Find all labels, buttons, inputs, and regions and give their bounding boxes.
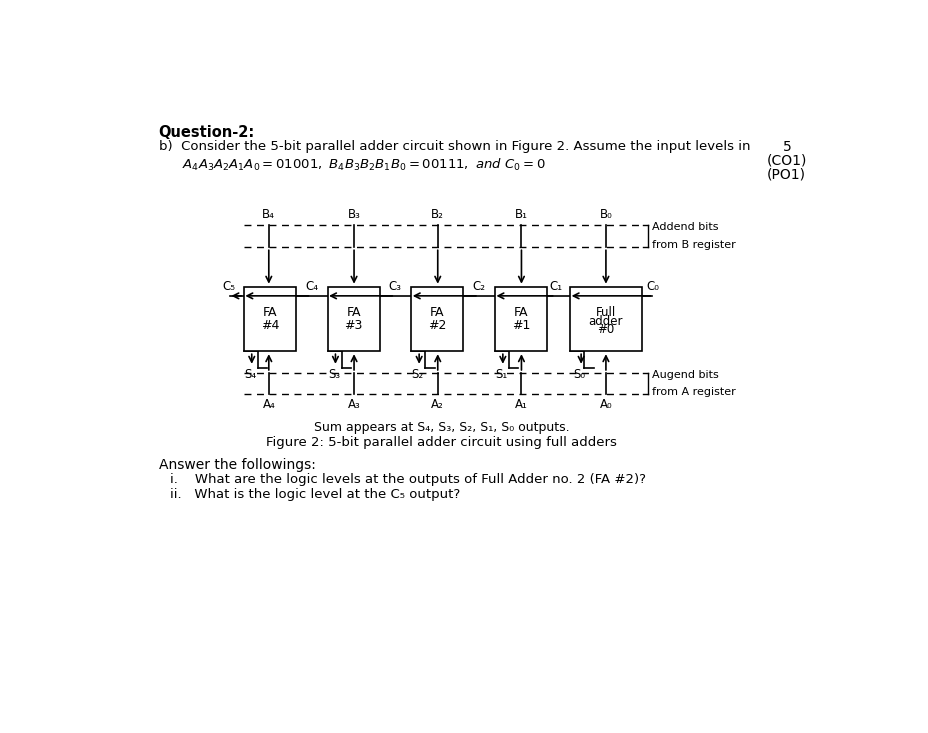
Text: #2: #2 (428, 319, 446, 331)
Text: S₃: S₃ (328, 368, 340, 381)
Bar (495, 287, 547, 351)
Text: C₂: C₂ (471, 280, 484, 292)
Text: #0: #0 (597, 323, 614, 336)
Bar (244, 287, 296, 351)
Text: Figure 2: 5-bit parallel adder circuit using full adders: Figure 2: 5-bit parallel adder circuit u… (266, 436, 616, 449)
Text: B₀: B₀ (599, 208, 612, 221)
Text: S₂: S₂ (411, 368, 423, 381)
Text: FA: FA (430, 306, 445, 320)
Text: C₄: C₄ (304, 280, 317, 292)
Text: from A register: from A register (651, 388, 735, 397)
Text: B₁: B₁ (514, 208, 527, 221)
Text: ii.   What is the logic level at the C₅ output?: ii. What is the logic level at the C₅ ou… (170, 488, 460, 501)
Text: B₂: B₂ (431, 208, 444, 221)
Text: FA: FA (263, 306, 277, 320)
Text: A₃: A₃ (347, 398, 360, 411)
Text: A₀: A₀ (599, 398, 612, 411)
Text: (PO1): (PO1) (767, 167, 806, 181)
Text: A₄: A₄ (262, 398, 275, 411)
Bar (411, 287, 463, 351)
Text: S₁: S₁ (495, 368, 507, 381)
Text: A₂: A₂ (431, 398, 444, 411)
Text: Addend bits: Addend bits (651, 222, 718, 232)
Text: i.    What are the logic levels at the outputs of Full Adder no. 2 (FA #2)?: i. What are the logic levels at the outp… (170, 473, 646, 486)
Text: #3: #3 (344, 319, 363, 331)
Text: FA: FA (346, 306, 360, 320)
Text: (CO1): (CO1) (767, 153, 806, 167)
Text: B₃: B₃ (347, 208, 360, 221)
Text: #1: #1 (511, 319, 530, 331)
Text: S₀: S₀ (573, 368, 585, 381)
Text: A₁: A₁ (514, 398, 527, 411)
Text: C₁: C₁ (548, 280, 561, 292)
Text: from B register: from B register (651, 240, 735, 250)
Text: Augend bits: Augend bits (651, 369, 718, 380)
Text: Question-2:: Question-2: (159, 125, 254, 140)
Text: C₅: C₅ (222, 280, 235, 292)
Text: adder: adder (588, 314, 623, 328)
Text: $A_4A_3A_2A_1A_0 = 01001,\ B_4B_3B_2B_1B_0 = 00111,\ and\ C_0 = 0$: $A_4A_3A_2A_1A_0 = 01001,\ B_4B_3B_2B_1B… (182, 158, 545, 174)
Text: S₄: S₄ (244, 368, 256, 381)
Text: Full: Full (595, 306, 615, 320)
Text: #4: #4 (261, 319, 278, 331)
Text: Sum appears at S₄, S₃, S₂, S₁, S₀ outputs.: Sum appears at S₄, S₃, S₂, S₁, S₀ output… (314, 421, 569, 434)
Bar (328, 287, 380, 351)
Bar (570, 287, 641, 351)
Text: C₃: C₃ (388, 280, 401, 292)
Text: 5: 5 (781, 140, 791, 155)
Text: FA: FA (513, 306, 528, 320)
Text: C₀: C₀ (646, 280, 659, 292)
Text: Answer the followings:: Answer the followings: (159, 457, 316, 471)
Text: B₄: B₄ (262, 208, 275, 221)
Text: b)  Consider the 5-bit parallel adder circuit shown in Figure 2. Assume the inpu: b) Consider the 5-bit parallel adder cir… (159, 140, 750, 153)
